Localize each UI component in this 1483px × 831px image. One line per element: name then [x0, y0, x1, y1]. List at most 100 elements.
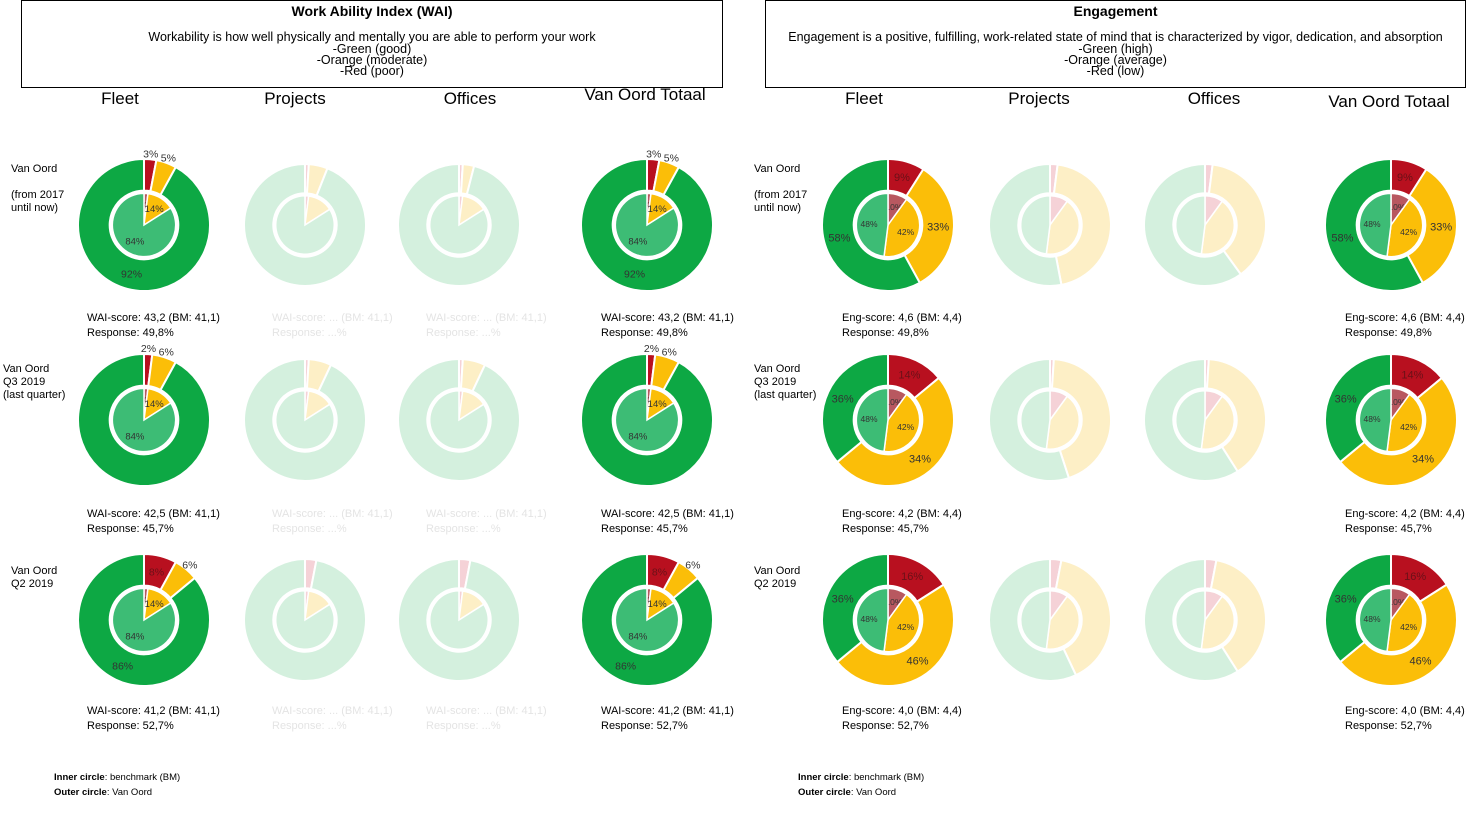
engagement-legend-green: -Green (high): [1078, 42, 1153, 56]
engagement-header-box: Engagement Engagement is a positive, ful…: [765, 0, 1466, 88]
wai-r0-fleet-score-block: WAI-score: 43,2 (BM: 41,1) Response: 49,8…: [87, 311, 220, 341]
wai-r1-van-oord-totaal-score: WAI-score: 42,5 (BM: 41,1): [601, 508, 734, 520]
wai-r2-van-oord-totaal-inner-label-green: 84%: [628, 632, 648, 643]
eng-r0-fleet-inner-slice-green: [855, 192, 889, 258]
wai-r0-fleet-inner-slice-green: [111, 192, 177, 258]
eng-r2-van-oord-totaal-inner-label-orange: 42%: [1400, 622, 1417, 632]
eng-r2-fleet-outer-label-orange: 46%: [906, 656, 928, 668]
eng-r2-fleet-outer-label-green: 36%: [832, 594, 854, 606]
eng-r0-van-oord-totaal-outer-label-red: 9%: [1397, 172, 1413, 184]
eng-r0-van-oord-totaal-response: Response: 49,8%: [1345, 327, 1432, 339]
wai-r2-offices-response: Response: ...%: [426, 720, 501, 732]
wai-r1-fleet-response: Response: 45,7%: [87, 523, 174, 535]
wai-r1-offices-score-block: WAI-score: ... (BM: 41,1) Response: ...%: [426, 507, 547, 537]
eng-r0-van-oord-totaal-inner-label-green: 48%: [1364, 219, 1381, 229]
eng-r2-offices-inner-slice-green: [1175, 589, 1206, 650]
engagement-legend-red: -Red (low): [1086, 64, 1145, 78]
eng-r1-fleet-response: Response: 45,7%: [842, 523, 929, 535]
wai-r2-fleet-outer-label-green: 86%: [112, 660, 133, 672]
eng-r1-fleet-inner-label-orange: 42%: [897, 422, 914, 432]
eng-r1-van-oord-totaal-outer-label-red: 14%: [1401, 370, 1423, 382]
eng-r0-fleet-inner-slice-orange: [883, 198, 921, 258]
eng-r1-van-oord-totaal-inner-label-green: 48%: [1364, 414, 1381, 424]
eng-r2-van-oord-totaal-score: Eng-score: 4,0 (BM: 4,4): [1345, 705, 1465, 717]
engagement-footnote: Inner circle: benchmark (BM) Outer circl…: [798, 772, 925, 798]
eng-r1-van-oord-totaal-score-block: Eng-score: 4,2 (BM: 4,4) Response: 45,7%: [1345, 507, 1465, 537]
wai-r2-projects-score: WAI-score: ... (BM: 41,1): [272, 705, 393, 717]
wai-row-label-0: Van Oord (from 2017 until now): [11, 163, 65, 214]
eng-r1-fleet-inner-label-green: 48%: [861, 414, 878, 424]
wai-r2-van-oord-totaal-score-block: WAI-score: 41,2 (BM: 41,1) Response: 52,7…: [601, 704, 734, 734]
engagement-legend: -Green (high) -Orange (average) -Red (lo…: [766, 42, 1465, 78]
eng-r0-fleet-outer-slice-orange: [903, 167, 955, 285]
wai-col-projects: Projects: [264, 89, 326, 108]
eng-r2-van-oord-totaal-score-block: Eng-score: 4,0 (BM: 4,4) Response: 52,7%: [1345, 704, 1465, 734]
wai-footnote: Inner circle: benchmark (BM) Outer circl…: [54, 772, 181, 798]
wai-r1-projects-score: WAI-score: ... (BM: 41,1): [272, 508, 393, 520]
wai-legend-red: -Red (poor): [340, 64, 404, 78]
engagement-title: Engagement: [1073, 3, 1158, 19]
eng-r0-fleet-inner-label-red: 10%: [885, 202, 902, 212]
eng-r1-fleet-outer-label-red: 14%: [898, 370, 920, 382]
eng-r0-fleet-score-block: Eng-score: 4,6 (BM: 4,4) Response: 49,8%: [842, 311, 962, 341]
eng-r1-van-oord-totaal-inner-label-red: 10%: [1388, 397, 1405, 407]
wai-r2-projects-response: Response: ...%: [272, 720, 347, 732]
wai-r2-fleet-inner-label-red: 2%: [138, 596, 152, 607]
wai-r0-offices-donut: [397, 162, 521, 287]
eng-r1-fleet-inner-label-red: 10%: [885, 397, 902, 407]
eng-r2-fleet-score: Eng-score: 4,0 (BM: 4,4): [842, 705, 962, 717]
wai-r0-van-oord-totaal-inner-label-orange: 14%: [648, 204, 668, 215]
eng-r2-van-oord-totaal-inner-slice-orange: [1386, 593, 1424, 653]
eng-r2-projects-inner-slice-green: [1020, 589, 1051, 650]
eng-r1-fleet-donut: 14% 34% 36% 10% 42% 48%: [821, 352, 955, 487]
eng-r1-fleet-inner-slice-orange: [883, 393, 921, 453]
eng-r0-van-oord-totaal-outer-slice-orange: [1406, 167, 1458, 285]
wai-r2-offices-donut: [397, 557, 521, 682]
wai-r1-van-oord-totaal-outer-label-red: 2%: [644, 343, 659, 355]
wai-r0-projects-score-block: WAI-score: ... (BM: 41,1) Response: ...%: [272, 311, 393, 341]
eng-r2-van-oord-totaal-response: Response: 52,7%: [1345, 720, 1432, 732]
eng-r1-projects-inner-slice-orange: [1045, 395, 1080, 451]
wai-r2-offices-score-block: WAI-score: ... (BM: 41,1) Response: ...%: [426, 704, 547, 734]
eng-r2-fleet-donut: 16% 46% 36% 10% 42% 48%: [821, 552, 955, 687]
eng-r1-projects-inner-slice-green: [1020, 389, 1051, 450]
eng-r0-van-oord-totaal-outer-label-orange: 33%: [1430, 222, 1452, 234]
wai-r2-van-oord-totaal-response: Response: 52,7%: [601, 720, 688, 732]
wai-row-label-1: Van Oord Q3 2019 (last quarter): [3, 363, 66, 401]
eng-r2-van-oord-totaal-outer-label-red: 16%: [1404, 571, 1426, 583]
wai-r2-offices-inner-slice-green: [429, 589, 490, 651]
eng-r2-fleet-inner-slice-green: [855, 587, 889, 653]
engagement-panel: Engagement Engagement is a positive, ful…: [744, 0, 1483, 831]
eng-r1-van-oord-totaal-inner-slice-green: [1358, 387, 1392, 453]
wai-row-label-2: Van Oord Q2 2019: [11, 565, 58, 590]
eng-r1-fleet-score-block: Eng-score: 4,2 (BM: 4,4) Response: 45,7%: [842, 507, 962, 537]
eng-r0-offices-inner-slice-orange: [1200, 200, 1235, 256]
wai-r0-offices-response: Response: ...%: [426, 327, 501, 339]
wai-r0-fleet-response: Response: 49,8%: [87, 327, 174, 339]
wai-col-totaal: Van Oord Totaal: [584, 85, 706, 104]
wai-r0-fleet-inner-label-green: 84%: [125, 237, 145, 248]
eng-r0-van-oord-totaal-outer-label-green: 58%: [1331, 232, 1353, 244]
eng-r2-fleet-score-block: Eng-score: 4,0 (BM: 4,4) Response: 52,7%: [842, 704, 962, 734]
wai-legend-orange: -Orange (moderate): [316, 53, 428, 67]
eng-r0-projects-inner-slice-orange: [1045, 200, 1080, 256]
eng-r0-van-oord-totaal-inner-label-red: 10%: [1388, 202, 1405, 212]
wai-r1-offices-score: WAI-score: ... (BM: 41,1): [426, 508, 547, 520]
eng-r0-fleet-outer-label-red: 9%: [894, 172, 910, 184]
wai-r0-van-oord-totaal-donut: 3% 5% 92% 2%14% 84%: [580, 148, 714, 292]
wai-panel: Work Ability Index (WAI) Workability is …: [0, 0, 740, 831]
wai-r1-projects-response: Response: ...%: [272, 523, 347, 535]
eng-r1-van-oord-totaal-response: Response: 45,7%: [1345, 523, 1432, 535]
eng-r0-fleet-response: Response: 49,8%: [842, 327, 929, 339]
wai-r0-van-oord-totaal-outer-label-red: 3%: [646, 148, 661, 160]
eng-r2-van-oord-totaal-inner-label-green: 48%: [1364, 614, 1381, 624]
eng-r2-fleet-outer-label-red: 16%: [901, 571, 923, 583]
wai-r0-fleet-outer-label-green: 92%: [121, 269, 142, 281]
wai-r2-van-oord-totaal-donut: 8% 6% 86% 2%14% 84%: [580, 552, 714, 687]
wai-r1-projects-donut: [243, 357, 367, 482]
wai-r1-projects-inner-slice-green: [275, 389, 336, 451]
eng-r1-fleet-outer-label-orange: 34%: [909, 454, 931, 466]
eng-r2-fleet-inner-label-green: 48%: [861, 614, 878, 624]
eng-r2-projects-donut: [988, 557, 1112, 682]
wai-r1-fleet-score-block: WAI-score: 42,5 (BM: 41,1) Response: 45,7…: [87, 507, 220, 537]
